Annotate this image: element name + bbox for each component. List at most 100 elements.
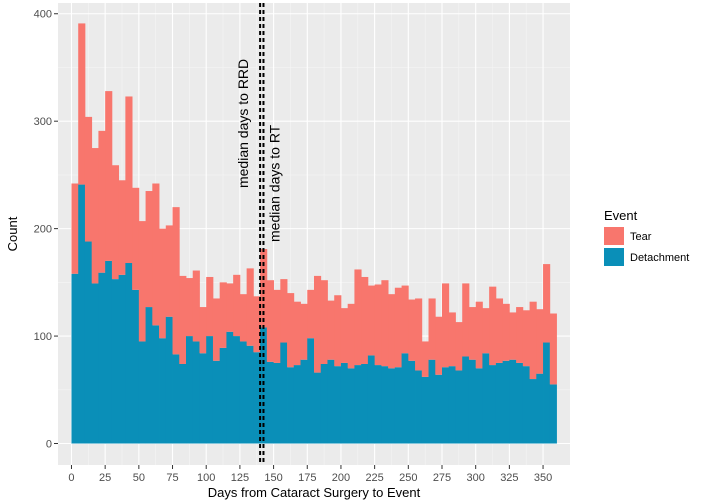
bar-detachment <box>206 336 214 444</box>
bar-detachment <box>516 362 524 444</box>
bar-detachment <box>455 370 463 444</box>
bar-tear <box>475 301 483 369</box>
x-tick-label: 175 <box>298 472 316 484</box>
bar-tear <box>98 130 106 273</box>
bar-detachment <box>293 365 301 444</box>
bar-tear <box>159 228 167 339</box>
bar-detachment <box>246 345 254 444</box>
bar-detachment <box>78 184 86 444</box>
bar-tear <box>226 283 234 332</box>
bar-detachment <box>320 364 328 444</box>
bar-tear <box>462 283 470 357</box>
y-axis-title: Count <box>5 216 20 251</box>
y-tick-label: 200 <box>34 224 52 236</box>
bar-tear <box>300 303 308 360</box>
bar-detachment <box>340 362 349 444</box>
median-label: median days to RT <box>266 124 282 242</box>
bar-detachment <box>462 356 470 444</box>
y-tick-label: 400 <box>34 9 52 21</box>
bar-tear <box>543 264 551 343</box>
bar-detachment <box>442 367 450 444</box>
x-tick-label: 200 <box>332 472 350 484</box>
x-axis-ticks: 0 25 50 75 100 125 150 175 200 225 250 275 300 325 350 <box>68 465 552 484</box>
bar-detachment <box>435 374 443 444</box>
bar-detachment <box>138 341 146 444</box>
bar-detachment <box>374 365 382 444</box>
bar-tear <box>340 308 349 363</box>
bar-detachment <box>239 341 248 444</box>
bar-tear <box>502 303 510 361</box>
x-tick-label: 50 <box>133 472 145 484</box>
bar-detachment <box>172 354 180 444</box>
bar-detachment <box>287 367 295 444</box>
bar-tear <box>509 312 517 360</box>
bar-detachment <box>468 359 477 444</box>
bar-tear <box>314 275 322 373</box>
bar-detachment <box>233 336 241 444</box>
bar-detachment <box>307 338 315 444</box>
bar-detachment <box>354 365 362 444</box>
bar-tear <box>455 322 463 371</box>
bar-detachment <box>125 263 133 444</box>
bar-detachment <box>361 364 369 444</box>
bar-tear <box>253 296 261 353</box>
y-tick-label: 100 <box>34 331 52 343</box>
bar-detachment <box>327 359 335 444</box>
bar-detachment <box>428 359 436 444</box>
bar-detachment <box>266 361 274 444</box>
bar-detachment <box>145 307 153 444</box>
bar-detachment <box>192 341 200 444</box>
bar-detachment <box>381 366 389 444</box>
bar-detachment <box>186 336 194 444</box>
bar-tear <box>307 289 315 339</box>
bar-tear <box>192 270 200 342</box>
bar-tear <box>448 312 456 367</box>
bar-tear <box>105 91 113 261</box>
legend-label-tear: Tear <box>630 231 652 243</box>
bar-tear <box>347 303 355 369</box>
bar-detachment <box>71 273 79 444</box>
y-tick-label: 0 <box>46 439 52 451</box>
bar-tear <box>78 23 86 185</box>
bar-tear <box>428 298 436 360</box>
bar-tear <box>165 225 173 317</box>
bar-tear <box>435 316 443 375</box>
bar-tear <box>489 286 497 366</box>
bar-detachment <box>280 342 288 444</box>
bar-detachment <box>482 353 490 444</box>
bar-tear <box>84 116 93 242</box>
bar-tear <box>381 280 389 367</box>
bar-detachment <box>219 347 227 444</box>
legend-key-detachment <box>604 248 624 266</box>
bar-tear <box>246 268 254 346</box>
bar-detachment <box>475 368 483 444</box>
bar-tear <box>199 307 207 354</box>
bar-detachment <box>165 316 173 444</box>
bar-tear <box>145 191 153 308</box>
bar-tear <box>495 298 504 363</box>
bar-tear <box>482 308 490 354</box>
bar-tear <box>367 285 376 356</box>
bar-tear <box>320 280 328 365</box>
bar-tear <box>327 300 335 360</box>
bar-tear <box>415 298 423 371</box>
bar-detachment <box>159 338 167 444</box>
bar-detachment <box>300 359 308 444</box>
bar-detachment <box>522 366 530 444</box>
y-axis-ticks: 0 100 200 300 400 <box>34 9 58 451</box>
bar-tear <box>408 299 416 361</box>
x-tick-label: 125 <box>231 472 249 484</box>
x-tick-label: 0 <box>68 472 74 484</box>
bar-detachment <box>495 362 504 444</box>
bar-detachment <box>489 365 497 444</box>
bar-detachment <box>367 355 376 444</box>
bar-tear <box>118 180 126 275</box>
bar-detachment <box>388 368 396 444</box>
bar-detachment <box>448 366 456 444</box>
x-tick-label: 225 <box>365 472 383 484</box>
bar-tear <box>111 165 120 280</box>
bar-detachment <box>536 373 544 444</box>
bar-detachment <box>273 362 281 444</box>
bar-detachment <box>91 283 99 444</box>
